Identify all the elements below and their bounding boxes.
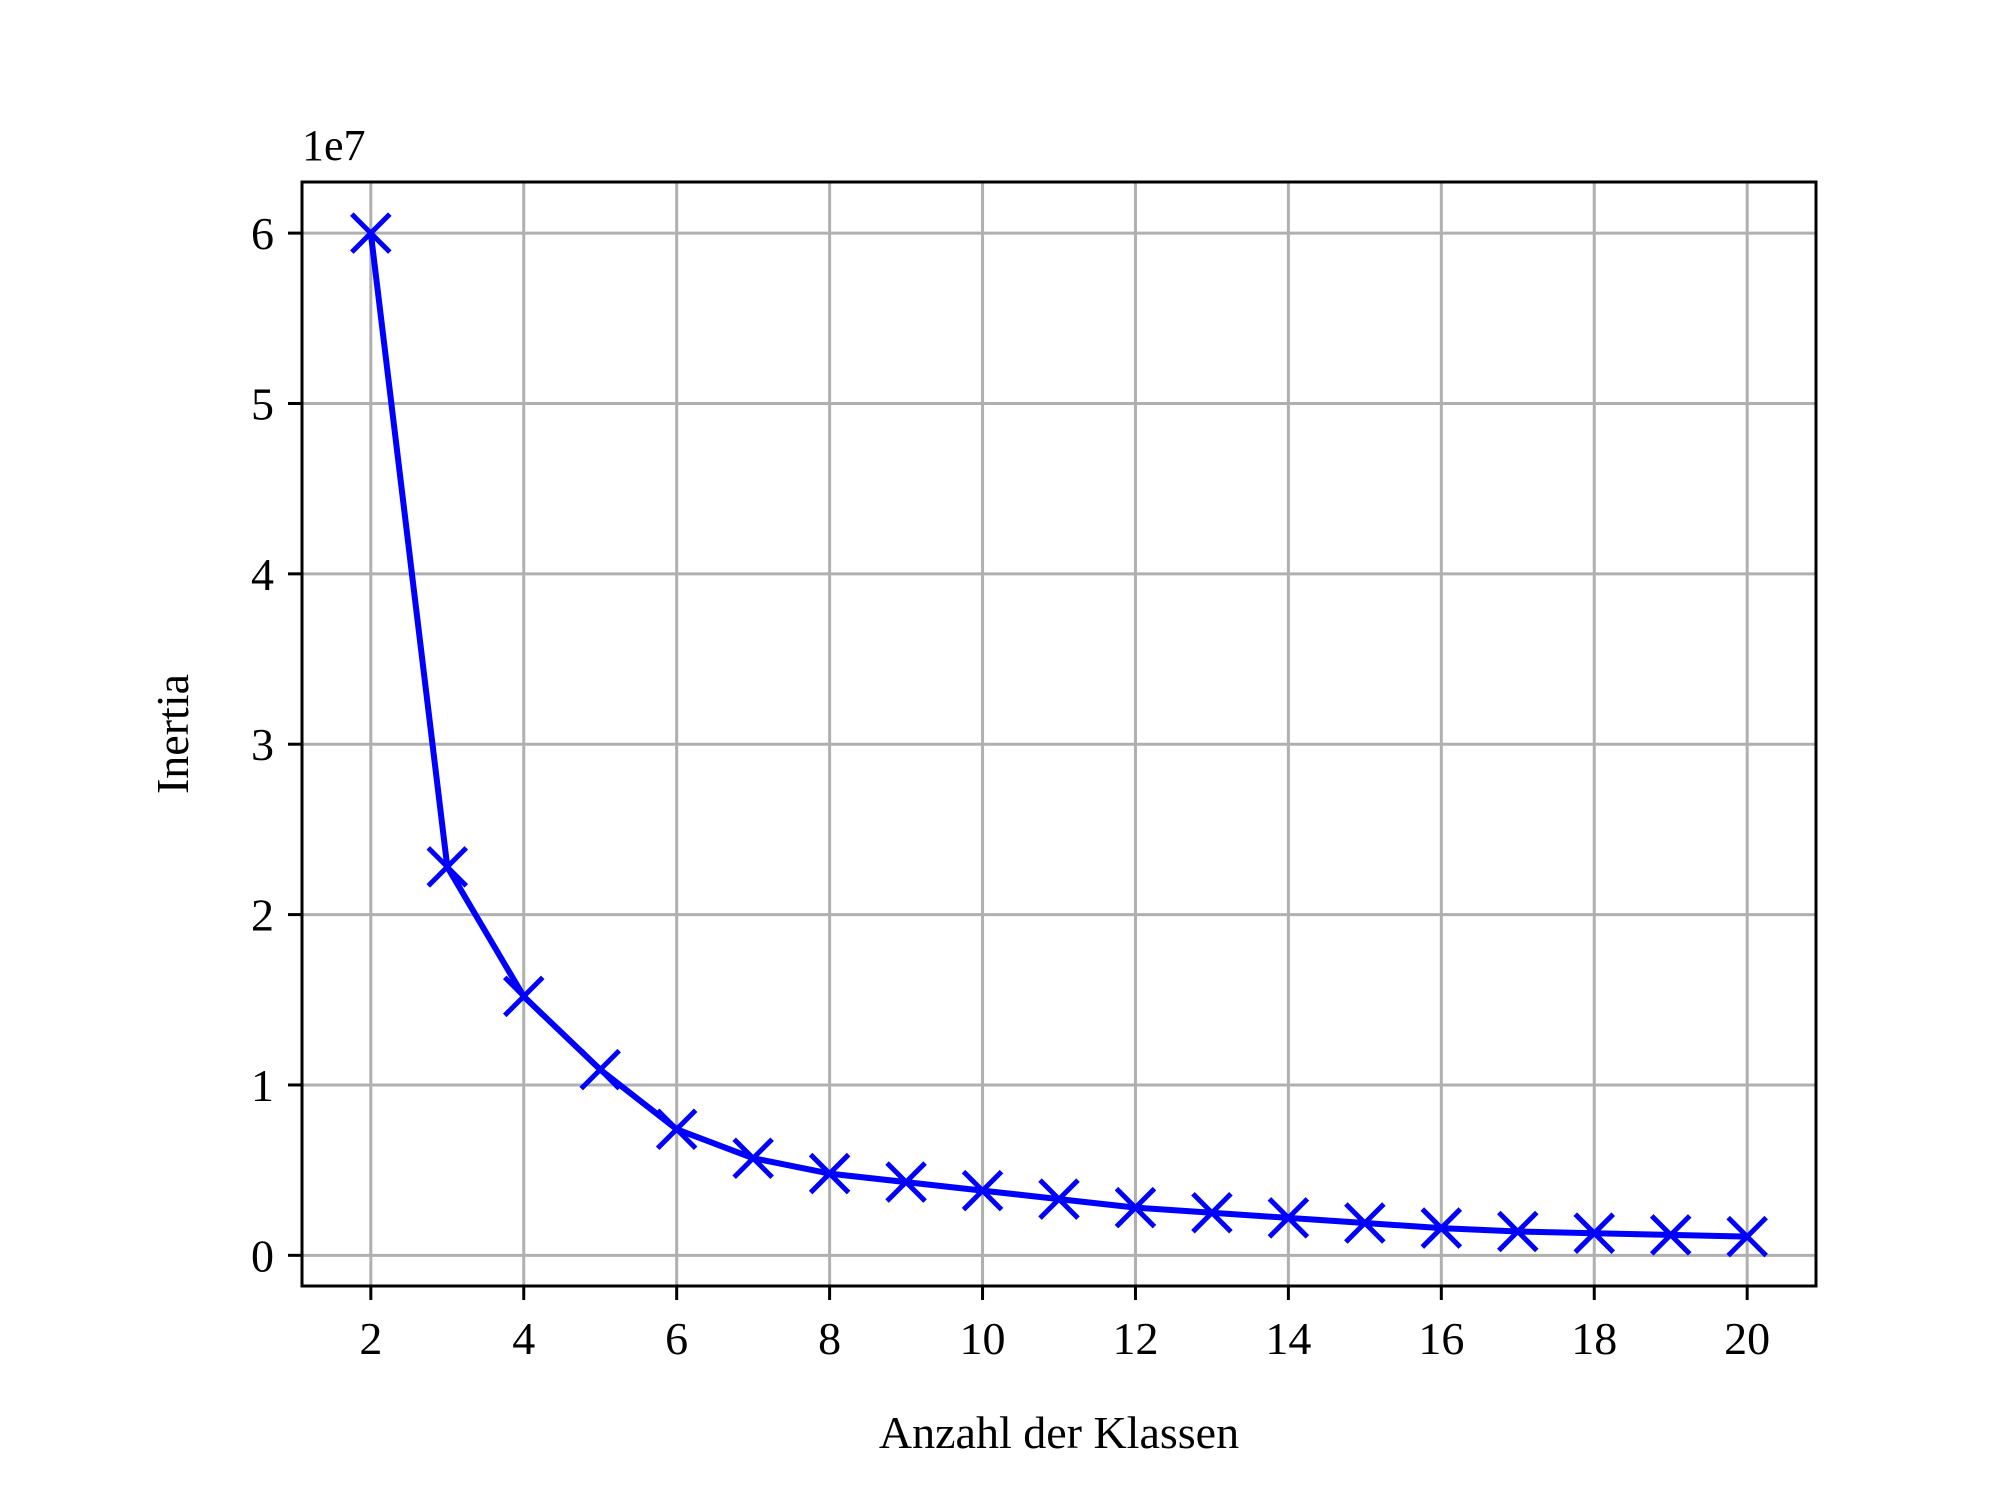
y-tick-label: 0 <box>251 1230 274 1281</box>
data-point-marker <box>1420 1207 1463 1249</box>
x-tick-label: 20 <box>1724 1313 1770 1364</box>
y-tick-label: 5 <box>251 378 274 429</box>
y-tick-label: 6 <box>251 208 274 259</box>
x-tick-label: 6 <box>665 1313 688 1364</box>
data-point-marker <box>350 212 392 254</box>
y-tick-label: 4 <box>251 549 274 600</box>
data-point-marker <box>1267 1197 1310 1239</box>
y-axis-label: Inertia <box>147 674 198 794</box>
x-tick-label: 2 <box>359 1313 382 1364</box>
x-tick-label: 10 <box>960 1313 1006 1364</box>
data-point-marker <box>732 1137 774 1179</box>
data-point-marker <box>1726 1215 1768 1258</box>
x-tick-label: 4 <box>512 1313 535 1364</box>
data-point-marker <box>579 1048 621 1091</box>
x-axis-label: Anzahl der Klassen <box>879 1407 1239 1458</box>
data-point-marker <box>1191 1191 1233 1234</box>
data-point-marker <box>1497 1210 1539 1253</box>
data-point-marker <box>885 1161 927 1203</box>
plot-frame <box>300 180 1818 1288</box>
data-point-marker <box>1649 1214 1692 1256</box>
data-series <box>350 212 1768 1258</box>
y-tick-label: 2 <box>251 890 274 941</box>
y-offset-label: 1e7 <box>302 121 366 170</box>
x-tick-label: 16 <box>1418 1313 1464 1364</box>
y-tick-label: 3 <box>251 719 274 770</box>
y-tick-label: 1 <box>251 1060 274 1111</box>
data-point-marker <box>1573 1212 1616 1254</box>
data-point-marker <box>961 1169 1004 1212</box>
data-point-marker <box>655 1108 698 1151</box>
x-tick-label: 14 <box>1265 1313 1311 1364</box>
data-point-marker <box>1114 1186 1157 1229</box>
data-point-marker <box>502 975 545 1018</box>
data-point-marker <box>1344 1202 1386 1244</box>
x-tick-label: 8 <box>818 1313 841 1364</box>
grid-lines <box>302 182 1816 1286</box>
data-point-marker <box>426 846 469 888</box>
x-tick-label: 18 <box>1571 1313 1617 1364</box>
x-tick-label: 12 <box>1112 1313 1158 1364</box>
data-point-marker <box>1038 1178 1080 1220</box>
data-point-marker <box>808 1152 851 1195</box>
